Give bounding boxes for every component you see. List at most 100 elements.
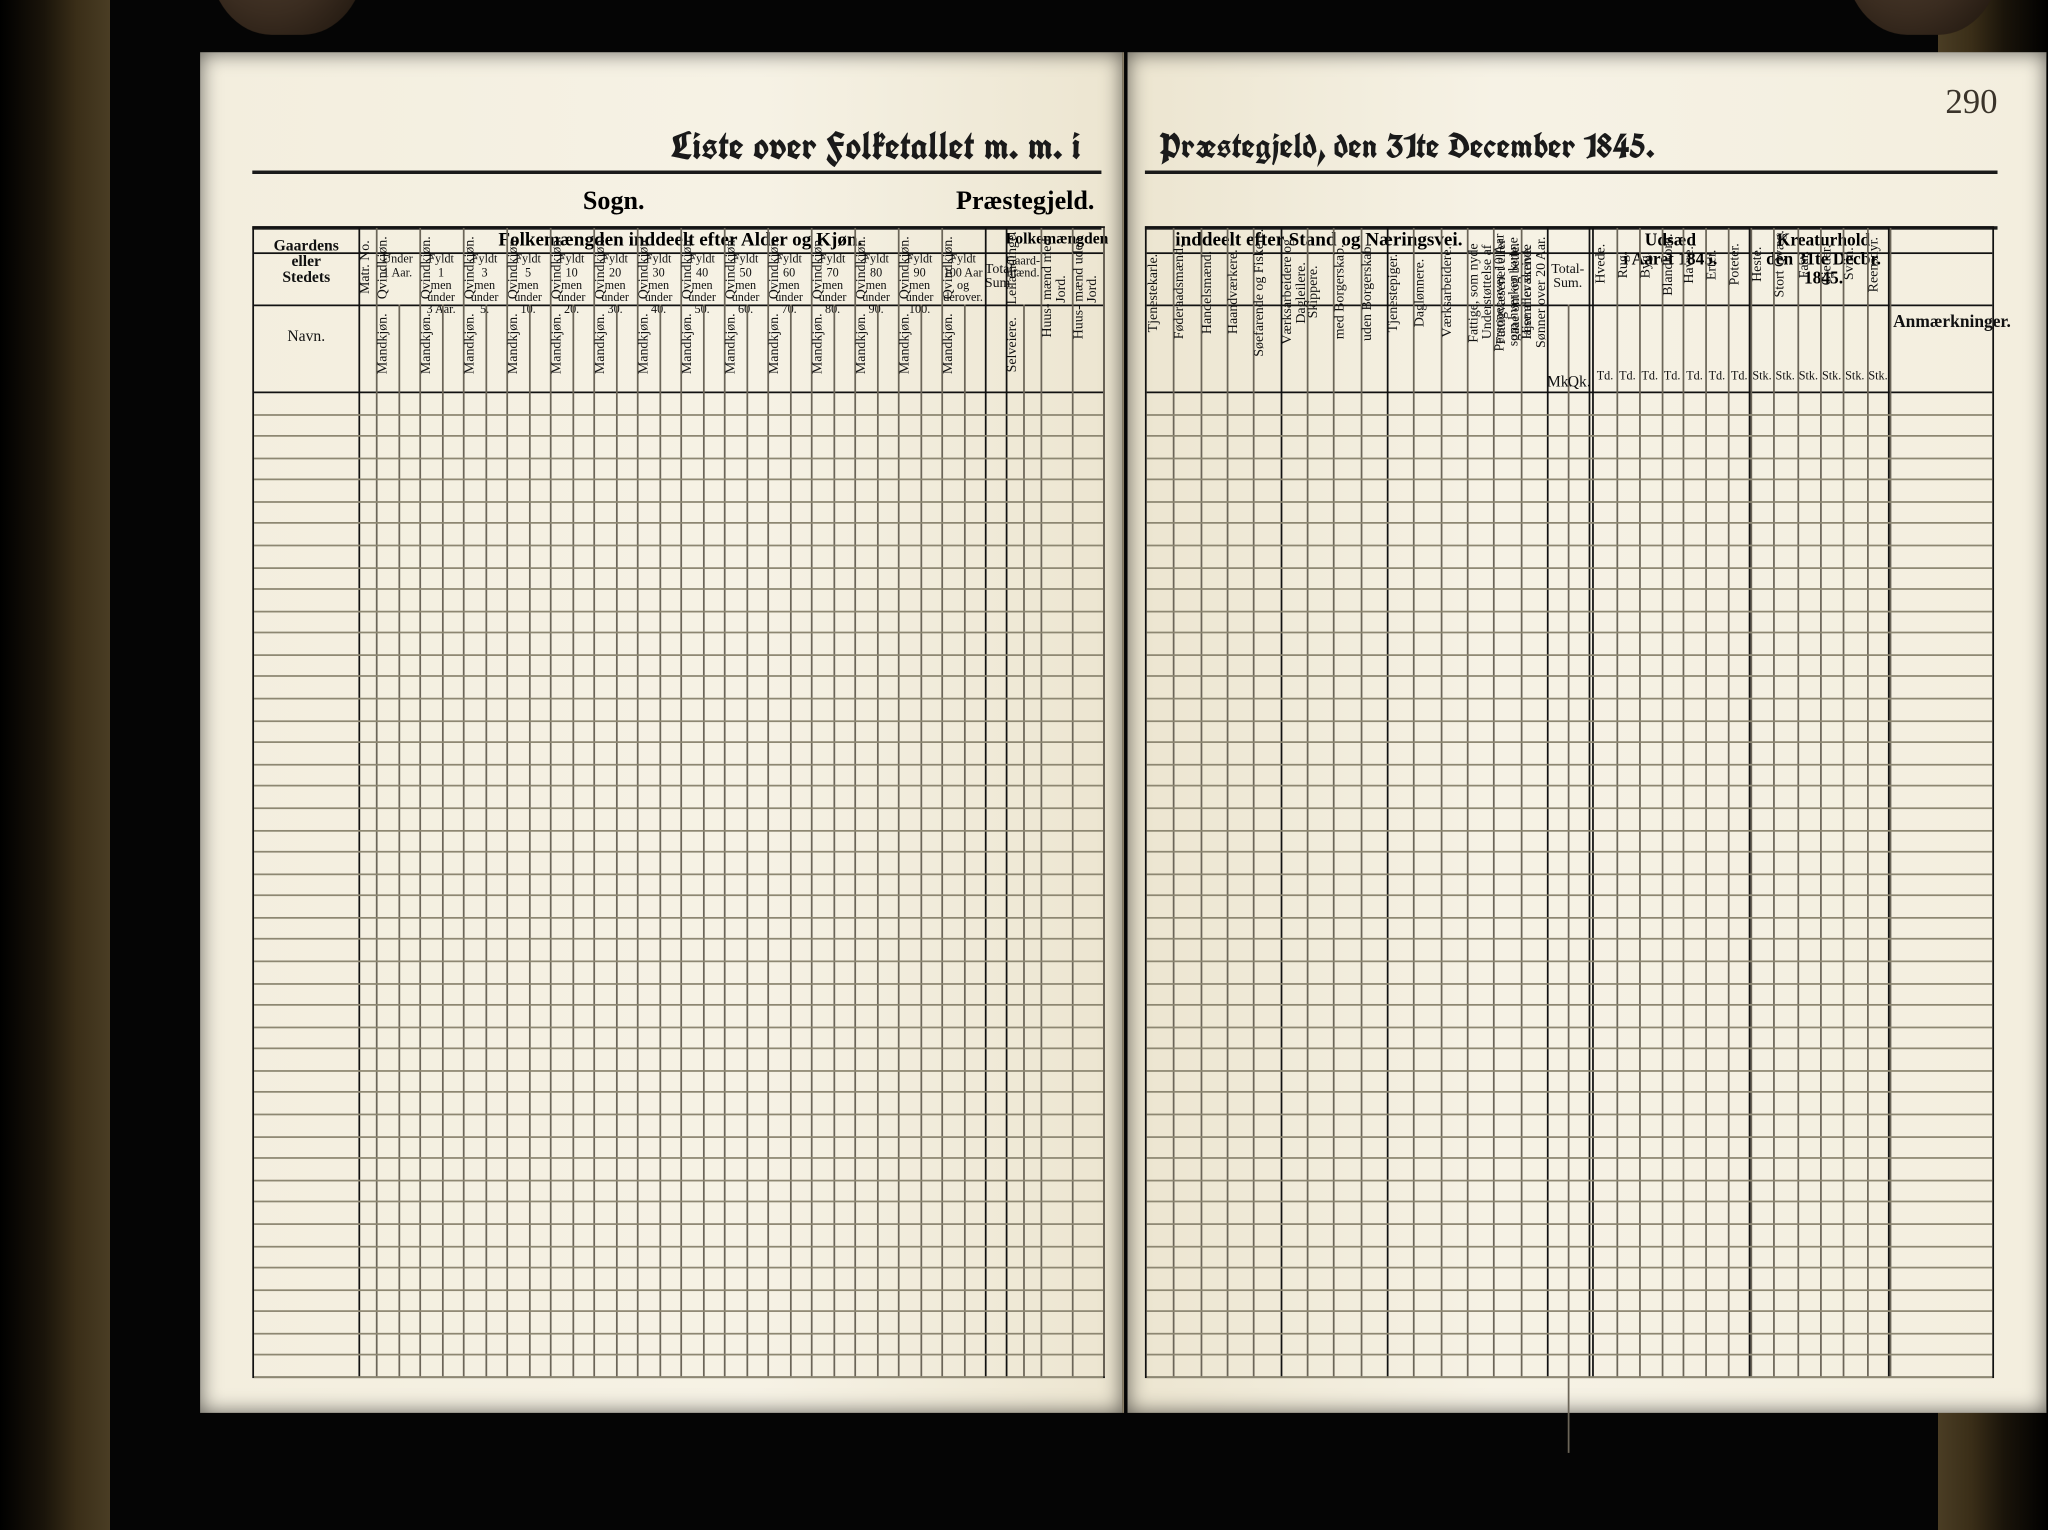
table-row xyxy=(254,1311,1103,1335)
scan-background: Liste over Folketallet m. m. i Sogn. Præ… xyxy=(0,0,2048,1530)
table-row xyxy=(254,1354,1103,1378)
page-title-right: Præstegjeld, den 31te December 1845. xyxy=(1159,122,1655,169)
table-row xyxy=(254,1070,1103,1094)
table-row xyxy=(254,1026,1103,1050)
table-row xyxy=(254,895,1103,919)
table-row xyxy=(1147,961,1993,985)
table-row xyxy=(1147,1004,1993,1028)
table-row xyxy=(254,501,1103,525)
table-row xyxy=(1147,720,1993,744)
table-row xyxy=(1147,1267,1993,1291)
table-row xyxy=(1147,1289,1993,1313)
rule-top xyxy=(252,171,1101,174)
table-row xyxy=(1147,982,1993,1006)
table-row xyxy=(254,807,1103,831)
table-row xyxy=(1147,392,1993,416)
book-edge-left xyxy=(0,0,110,1530)
table-row xyxy=(1147,1026,1993,1050)
table-row xyxy=(254,720,1103,744)
table-row xyxy=(254,676,1103,700)
table-row xyxy=(254,1333,1103,1357)
table-row xyxy=(1147,895,1993,919)
page-title-left: Liste over Folketallet m. m. i xyxy=(671,122,1081,172)
table-row xyxy=(254,1223,1103,1247)
table-row xyxy=(254,785,1103,809)
table-row xyxy=(1147,676,1993,700)
table-row xyxy=(254,435,1103,459)
table-row xyxy=(1147,742,1993,766)
thumb-left xyxy=(209,0,366,35)
table-row xyxy=(1147,588,1993,612)
sogn-row: Sogn. Præstegjeld. xyxy=(252,181,1101,226)
table-row xyxy=(1147,851,1993,875)
table-row xyxy=(1147,479,1993,503)
table-row xyxy=(254,413,1103,437)
table-row xyxy=(1147,413,1993,437)
table-row xyxy=(1147,567,1993,591)
table-row xyxy=(1147,698,1993,722)
table-row xyxy=(1147,1201,1993,1225)
table-row xyxy=(254,873,1103,897)
table-row xyxy=(1147,545,1993,569)
table-row xyxy=(254,1245,1103,1269)
table-row xyxy=(254,1048,1103,1072)
table-row xyxy=(254,982,1103,1006)
table-row xyxy=(1147,1179,1993,1203)
table-row xyxy=(254,610,1103,634)
table-row xyxy=(1147,457,1993,481)
table-row xyxy=(1147,764,1993,788)
table-row xyxy=(254,698,1103,722)
table-row xyxy=(254,742,1103,766)
sogn-label: Sogn. xyxy=(583,188,645,218)
table-row xyxy=(254,961,1103,985)
table-row xyxy=(1147,1114,1993,1138)
table-row xyxy=(1147,1048,1993,1072)
table-row xyxy=(1147,1157,1993,1181)
table-row xyxy=(254,479,1103,503)
table-row xyxy=(1147,873,1993,897)
table-row xyxy=(254,1136,1103,1160)
table-row xyxy=(254,1201,1103,1225)
folio-number: 290 xyxy=(1945,84,1997,124)
table-row xyxy=(254,654,1103,678)
table-row xyxy=(1147,1354,1993,1378)
table-row xyxy=(1147,1136,1993,1160)
col-gaard-navn: Navn. xyxy=(258,329,355,345)
table-row xyxy=(254,1092,1103,1116)
table-row xyxy=(1147,632,1993,656)
table-row xyxy=(1147,807,1993,831)
table-row xyxy=(254,457,1103,481)
left-page: Liste over Folketallet m. m. i Sogn. Præ… xyxy=(200,52,1124,1413)
table-row xyxy=(254,392,1103,416)
census-table-right: inddeelt efter Stand og Næringsvei. Tjen… xyxy=(1145,226,1994,1378)
table-row xyxy=(254,851,1103,875)
table-row xyxy=(254,567,1103,591)
table-row xyxy=(1147,1092,1993,1116)
table-row xyxy=(1147,523,1993,547)
table-row xyxy=(1147,1070,1993,1094)
table-row xyxy=(254,1157,1103,1181)
table-row xyxy=(1147,785,1993,809)
praestegjeld-label: Præstegjeld. xyxy=(956,188,1094,218)
table-row xyxy=(1147,917,1993,941)
table-row xyxy=(254,939,1103,963)
table-row xyxy=(254,1114,1103,1138)
table-row xyxy=(254,829,1103,853)
table-row xyxy=(1147,654,1993,678)
table-row xyxy=(1147,501,1993,525)
right-page: 290 Præstegjeld, den 31te December 1845.… xyxy=(1128,52,2047,1413)
table-row xyxy=(1147,610,1993,634)
table-row xyxy=(254,1179,1103,1203)
table-row xyxy=(1147,939,1993,963)
table-row xyxy=(254,1289,1103,1313)
table-row xyxy=(254,545,1103,569)
table-row xyxy=(254,523,1103,547)
table-row xyxy=(1147,829,1993,853)
table-row xyxy=(254,588,1103,612)
table-row xyxy=(254,917,1103,941)
table-row xyxy=(254,1267,1103,1291)
table-row xyxy=(1147,435,1993,459)
table-row xyxy=(254,764,1103,788)
table-row xyxy=(1147,1223,1993,1247)
table-row xyxy=(1147,1245,1993,1269)
